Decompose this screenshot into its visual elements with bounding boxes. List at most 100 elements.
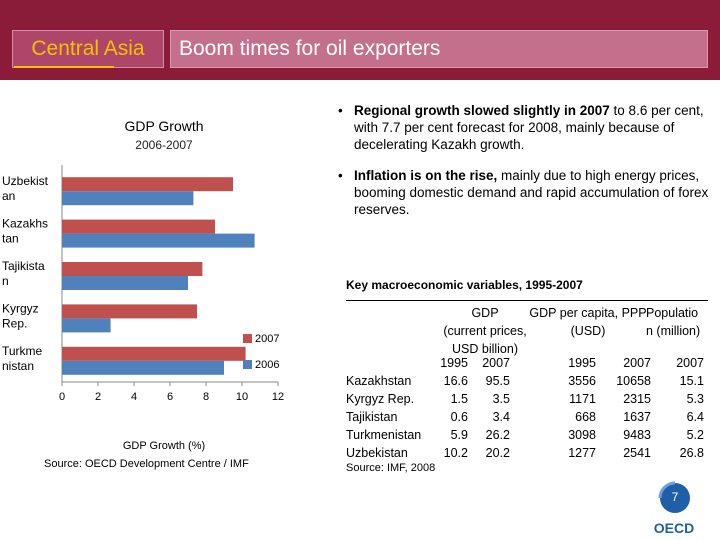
x-tick-label: 0 [59,391,65,403]
legend-label: 2006 [255,359,279,371]
bar-2006 [62,318,111,333]
category-label: Tajikista [2,259,45,273]
table-header-gdp-per-capita: GDP per capita, PPP (USD) [524,304,652,340]
tag-underline [14,66,114,68]
category-label: Uzbekist [2,174,49,188]
header-line: (USD) [570,324,606,338]
section-tag: Central Asia [31,37,145,60]
x-tick-label: 8 [203,391,209,403]
bullet-list: • Regional growth slowed slightly in 200… [338,102,710,232]
bar-2006 [62,276,188,290]
bar-2007 [62,304,197,319]
bar-2007 [62,346,246,361]
table-cell: 10.2 [443,446,468,460]
chart-title: GDP Growth [124,118,204,134]
bar-2006 [62,233,255,248]
x-tick-label: 6 [167,391,173,403]
category-label: n [2,274,9,288]
x-tick-label: 4 [131,391,137,403]
title-box: Boom times for oil exporters [170,30,708,68]
table-header-population: Populatio n (million) [646,304,710,340]
bullet-text: to 8.6 per cent, with 7.7 per cent forec… [354,103,704,152]
chart-source: Source: OECD Development Centre / IMF [44,458,249,470]
bullet-bold-text: Inflation is on the rise, [354,168,498,183]
header-line: (current prices, [443,324,527,338]
table-cell: 3098 [568,428,596,442]
legend-swatch [243,360,252,369]
table-cell: 9483 [623,428,651,442]
table-cell: 668 [575,410,596,424]
x-tick-label: 12 [272,391,284,403]
slide-title: Boom times for oil exporters [179,37,441,60]
legend-swatch [243,334,252,343]
logo-text: OECD [654,520,694,536]
x-tick-label: 10 [236,391,248,403]
chart-x-axis-label: GDP Growth (%) [122,440,206,452]
table-cell: 26.2 [485,428,510,442]
bar-2006 [62,191,194,206]
table-cell: 3.5 [492,392,510,406]
bullet-dot: • [338,103,343,118]
table-cell: 2541 [623,446,651,460]
table-cell: 2315 [623,392,651,406]
category-label: Rep. [2,316,27,330]
header-line: Populatio [646,306,699,320]
table-cell: 5.9 [450,428,468,442]
table-cell: 10658 [616,374,651,388]
bar-2006 [62,360,224,375]
table-year-header: 2007 [482,356,510,370]
table-source: Source: IMF, 2008 [346,462,436,474]
table-cell: 16.6 [443,374,468,388]
table-year-header: 1995 [568,356,596,370]
bar-2007 [62,262,203,276]
table-cell: 3.4 [492,410,510,424]
table-cell: 15.1 [679,374,704,388]
table-cell: 5.2 [686,428,704,442]
chart-subtitle: 2006-2007 [135,138,193,152]
table-cell: 0.6 [450,410,468,424]
table-rule [346,300,708,301]
bar-2007 [62,177,233,192]
table-header-gdp: GDP (current prices, USD billion) [432,304,538,358]
legend-label: 2007 [255,333,279,345]
header-line: GDP per capita, PPP [529,306,647,320]
table-year-header: 2007 [676,356,704,370]
gdp-growth-chart: 0 2 4 6 8 10 12 Uzbekistan Kazakhstan TajikistanK… [2,165,284,403]
table-title: Key macroeconomic variables, 1995-2007 [346,278,583,292]
table-cell: 1.5 [450,392,468,406]
section-tag-box: Central Asia [12,30,164,68]
bar-2007 [62,219,215,234]
table-cell: 26.8 [679,446,704,460]
table-row-label: Tajikistan [346,410,398,424]
category-label: Kazakhs [2,217,48,231]
x-tick-label: 2 [95,391,101,403]
table-row-label: Kazakhstan [346,374,412,388]
header-line: n (million) [646,324,701,338]
category-label: Kyrgyz [2,301,39,315]
table-row-label: Turkmenistan [346,428,422,442]
table-cell: 1637 [623,410,651,424]
table-row-label: Uzbekistan [346,446,408,460]
table-year-header: 2007 [623,356,651,370]
bullet-dot: • [338,168,343,183]
table-row-label: Kyrgyz Rep. [346,392,415,406]
header-line: USD billion) [452,342,518,356]
table-cell: 1171 [569,392,596,406]
bullet-item: • Inflation is on the rise, mainly due t… [338,167,710,218]
table-cell: 95.5 [485,374,510,388]
bullet-text: mainly due to high energy prices, boomin… [354,168,709,217]
bullet-item: • Regional growth slowed slightly in 200… [338,102,710,153]
bullet-bold-text: Regional growth slowed slightly in 2007 [354,103,610,118]
table-year-header: 1995 [440,356,468,370]
category-label: an [2,189,15,203]
oecd-logo: OECD [654,481,694,536]
header-line: GDP [471,306,499,320]
table-cell: 5.3 [686,392,704,406]
category-label: nistan [2,359,34,373]
page-number: 7 [671,490,679,504]
table-cell: 1277 [568,446,596,460]
header-banner: Central Asia Boom times for oil exporter… [0,0,720,80]
category-label: tan [2,232,19,246]
table-cell: 20.2 [485,446,510,460]
table-cell: 3556 [568,374,596,388]
